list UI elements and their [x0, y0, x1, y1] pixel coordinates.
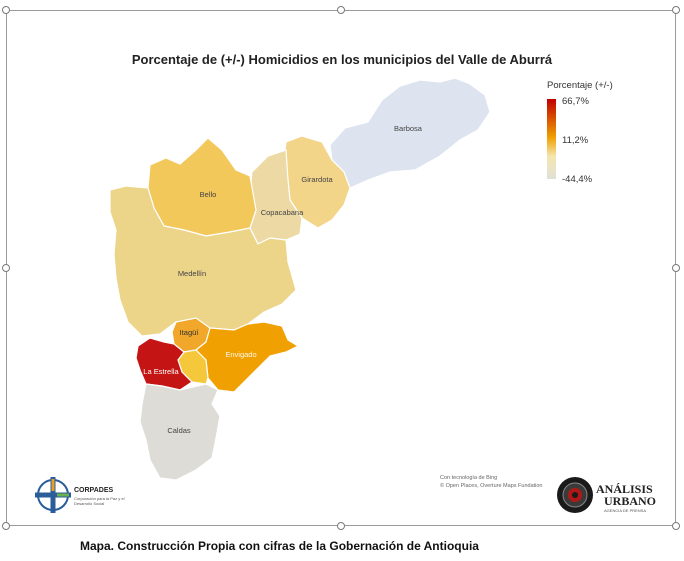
- region-medellin[interactable]: [109, 185, 297, 337]
- label-itagui: Itagüí: [180, 328, 200, 337]
- legend-color-scale: [547, 99, 556, 179]
- legend-title: Porcentaje (+/-): [547, 80, 613, 91]
- label-bello: Bello: [200, 190, 217, 199]
- map-credit: Con tecnología de Bing © Open Places, Ov…: [440, 474, 580, 490]
- label-envigado: Envigado: [225, 350, 256, 359]
- analisis-urbano-title-line1: ANÁLISIS: [596, 482, 653, 496]
- resize-handle-top-right[interactable]: [672, 6, 680, 14]
- region-la-estrella[interactable]: [135, 337, 193, 391]
- resize-handle-top-center[interactable]: [337, 6, 345, 14]
- label-medellin: Medellín: [178, 269, 206, 278]
- credit-line-2: © Open Places, Overture Maps Fundation: [440, 483, 543, 489]
- label-caldas: Caldas: [167, 426, 191, 435]
- credit-line-1: Con tecnología de Bing: [440, 475, 498, 481]
- region-caldas[interactable]: [139, 383, 221, 481]
- legend-mid-value: 11,2%: [562, 135, 589, 146]
- figure-caption: Mapa. Construcción Propia con cifras de …: [80, 539, 479, 553]
- resize-handle-bottom-right[interactable]: [672, 522, 680, 530]
- resize-handle-top-left[interactable]: [2, 6, 10, 14]
- corpades-logo-text: CORPADES: [74, 487, 114, 494]
- legend-max-value: 66,7%: [562, 96, 589, 107]
- label-copacabana: Copacabana: [261, 208, 304, 217]
- region-bello[interactable]: [147, 137, 257, 237]
- corpades-logo-icon: [35, 477, 71, 513]
- label-la-estrella: La Estrella: [143, 367, 179, 376]
- resize-handle-middle-left[interactable]: [2, 264, 10, 272]
- label-girardota: Girardota: [301, 175, 333, 184]
- resize-handle-bottom-center[interactable]: [337, 522, 345, 530]
- analisis-urbano-title-line2: URBANO: [604, 494, 657, 508]
- resize-handle-bottom-left[interactable]: [2, 522, 10, 530]
- region-barbosa[interactable]: [329, 77, 491, 189]
- map-title: Porcentaje de (+/-) Homicidios en los mu…: [131, 52, 553, 67]
- analisis-urbano-subtitle: AGENCIA DE PRENSA: [604, 508, 647, 513]
- legend-min-value: -44,4%: [562, 174, 593, 185]
- corpades-logo-subtext: Corporación para la Paz y el Desarrollo …: [74, 496, 125, 506]
- analisis-urbano-logo-icon: [557, 477, 593, 513]
- resize-handle-middle-right[interactable]: [672, 264, 680, 272]
- label-barbosa: Barbosa: [394, 124, 423, 133]
